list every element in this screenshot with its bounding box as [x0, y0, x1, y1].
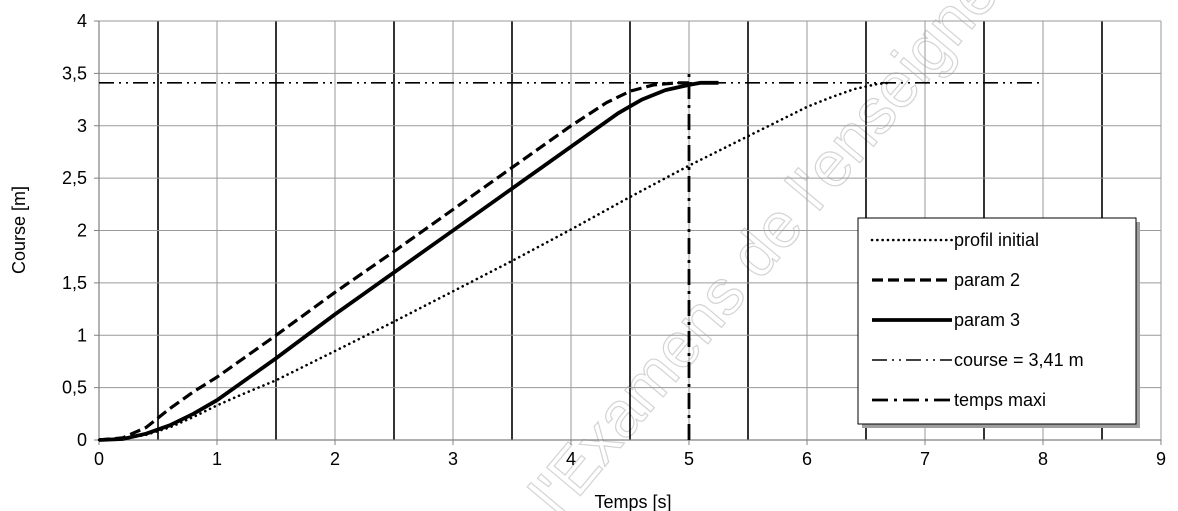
legend-label-profil-initial: profil initial: [954, 230, 1039, 250]
y-axis-title: Course [m]: [9, 186, 29, 274]
y-tick-label: 2: [77, 221, 87, 241]
x-tick-label: 5: [684, 449, 694, 469]
y-tick-label: 3: [77, 116, 87, 136]
legend-label-course-3-41-m: course = 3,41 m: [954, 350, 1084, 370]
x-tick-label: 6: [802, 449, 812, 469]
legend-label-param-3: param 3: [954, 310, 1020, 330]
series-line-param-3: [98, 80, 719, 442]
series-line-param-2: [98, 81, 689, 442]
x-axis-title: Temps [s]: [594, 492, 671, 511]
legend: profil initial param 2 param 3 course = 3,4…: [857, 217, 1140, 428]
x-tick-label: 0: [94, 449, 104, 469]
x-tick-label: 8: [1038, 449, 1048, 469]
x-tick-label: 4: [566, 449, 576, 469]
legend-label-temps-maxi: temps maxi: [954, 390, 1046, 410]
x-tick-label: 1: [212, 449, 222, 469]
y-tick-label: 1,5: [62, 273, 87, 293]
legend-label-param-2: param 2: [954, 270, 1020, 290]
x-tick-label: 9: [1156, 449, 1166, 469]
y-tick-label: 4: [77, 11, 87, 31]
y-tick-label: 0,5: [62, 378, 87, 398]
x-tick-label: 2: [330, 449, 340, 469]
y-tick-label: 1: [77, 325, 87, 345]
y-tick-label: 0: [77, 430, 87, 450]
x-tick-label: 7: [920, 449, 930, 469]
x-tick-label: 3: [448, 449, 458, 469]
y-tick-label: 2,5: [62, 168, 87, 188]
y-tick-label: 3,5: [62, 63, 87, 83]
series-lines: [97, 73, 1043, 442]
series-line-profil-initial: [97, 81, 891, 442]
tick-labels: 0 1 2 3 4 5 6 7 8 9 0 0,5 1 1,5 2 2,5 3 3,5 4: [62, 11, 1166, 469]
